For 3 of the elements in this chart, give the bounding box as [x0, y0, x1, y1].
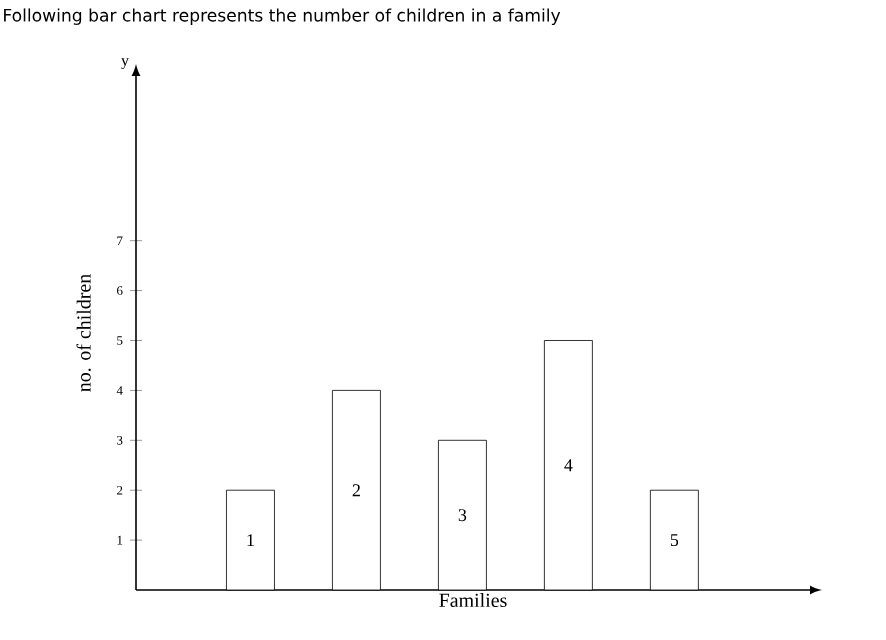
x-axis-title: Families: [439, 593, 507, 608]
y-axis-title: no. of children: [76, 274, 91, 392]
chart-title: Following bar chart represents the number of children in a family: [4, 8, 561, 25]
